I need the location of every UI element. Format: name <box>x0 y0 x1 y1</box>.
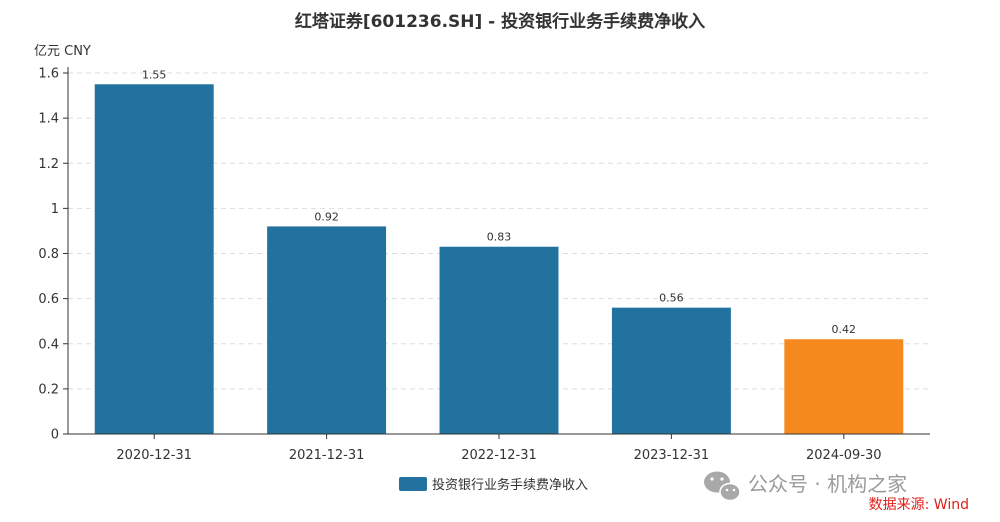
bar[interactable] <box>611 307 731 434</box>
y-tick-label: 0.8 <box>38 247 59 262</box>
bar-data-label: 0.92 <box>314 210 339 223</box>
y-tick-label: 1 <box>51 202 59 217</box>
bar[interactable] <box>267 226 387 434</box>
x-tick-label: 2023-12-31 <box>634 448 710 463</box>
watermark: 公众号 · 机构之家 <box>704 471 907 502</box>
bar[interactable] <box>784 339 904 434</box>
bar[interactable] <box>94 84 214 434</box>
bar-data-label: 0.83 <box>487 231 512 244</box>
x-axis: 2020-12-31 2021-12-31 2022-12-31 2023-12-31… <box>68 433 930 463</box>
y-tick-label: 0.2 <box>38 382 59 397</box>
legend[interactable]: 投资银行业务手续费净收入 <box>399 477 588 493</box>
x-tick-label: 2021-12-31 <box>289 448 365 463</box>
data-source-label: 数据来源: Wind <box>869 497 969 513</box>
bar-data-label: 0.56 <box>659 292 684 305</box>
y-axis: 0 0.2 0.4 0.6 0.8 1 1.2 1.4 1.6 <box>38 67 69 443</box>
x-tick-label: 2022-12-31 <box>461 448 537 463</box>
watermark-text: 公众号 · 机构之家 <box>748 472 907 496</box>
y-tick-label: 1.6 <box>38 67 59 82</box>
bar-data-label: 1.55 <box>142 68 167 81</box>
legend-label: 投资银行业务手续费净收入 <box>432 477 588 493</box>
y-axis-unit-label: 亿元 CNY <box>34 44 91 59</box>
y-tick-label: 0.4 <box>38 337 59 352</box>
bar[interactable] <box>439 246 559 434</box>
wechat-logo-icon <box>704 471 741 502</box>
chart-title: 红塔证券[601236.SH] - 投资银行业务手续费净收入 <box>295 11 705 32</box>
bar-data-label: 0.42 <box>832 323 857 336</box>
x-tick-label: 2020-12-31 <box>116 448 192 463</box>
y-tick-label: 1.2 <box>38 157 59 172</box>
bar-series: 1.55 0.92 0.83 0.56 0.42 <box>94 68 904 434</box>
x-tick-label: 2024-09-30 <box>806 448 882 463</box>
y-tick-label: 0 <box>51 428 59 443</box>
legend-swatch <box>399 477 427 491</box>
y-tick-label: 1.4 <box>38 112 59 127</box>
y-tick-label: 0.6 <box>38 292 59 307</box>
